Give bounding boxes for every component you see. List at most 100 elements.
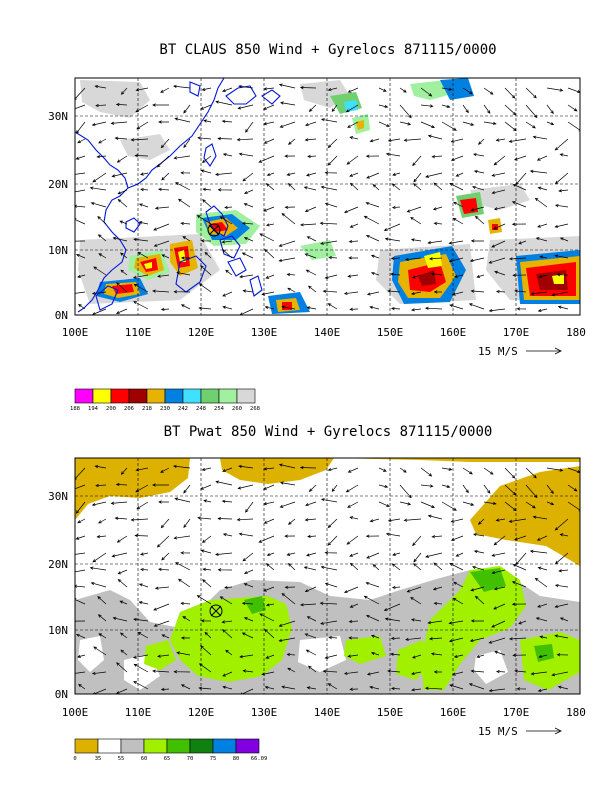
wind-arrow [203,119,212,123]
wind-arrow [399,87,407,93]
wind-arrow [307,665,317,673]
wind-arrow [567,484,578,492]
wind-arrow [412,183,422,191]
colorbar-tick-label: 80 [233,756,240,762]
wind-arrow [219,596,233,605]
wind-arrow [392,552,401,556]
wind-arrow [91,671,107,675]
wind-arrow [200,484,212,490]
wind-arrow [237,104,254,110]
wind-arrow [132,274,149,279]
wind-arrow [152,103,169,107]
wind-arrow [303,566,317,571]
wind-arrow [420,87,433,97]
wind-arrow [384,237,401,242]
map-frame [74,77,581,316]
wind-arrow [525,467,537,479]
wind-arrow [347,87,359,93]
wind-arrow [488,308,506,313]
wind-arrow [535,617,548,622]
wind-arrow [198,686,212,690]
wind-arrow [75,671,86,674]
wind-arrow [369,685,380,690]
wind-arrow [221,240,233,244]
wind-arrow [183,484,191,494]
wind-arrow [347,274,359,278]
wind-arrow [511,581,527,588]
wind-arrow [243,237,254,242]
wind-arrow [378,121,390,127]
wind-arrow [173,670,191,674]
wind-arrow [75,172,86,175]
wind-arrow [366,291,380,296]
wind-arrow [308,104,317,112]
lon-tick-label: 130E [251,706,278,719]
wind-arrow [158,500,169,504]
colorbar-tick-label: 70 [187,756,194,762]
wind-arrow [433,221,443,226]
wind-arrow [387,138,401,143]
wind-arrow [530,291,548,296]
wind-arrow [154,206,170,210]
wind-arrow [491,620,506,628]
panel-title: BT Pwat 850 Wind + Gyrelocs 871115/0000 [164,424,493,440]
colorbar-tick-label: 55 [118,756,125,762]
wind-arrow [133,237,149,242]
wind-arrow [491,189,506,195]
wind-arrow [410,688,422,692]
wind-arrow [452,217,464,225]
wind-arrow [239,654,254,659]
wind-arrow [410,618,422,622]
wind-arrow [320,620,338,625]
colorbar-swatch [74,738,99,754]
wind-arrow [238,532,254,537]
wind-arrow [390,636,401,641]
wind-arrow [537,566,548,571]
wind-arrow [343,671,359,676]
wind-arrow [472,565,485,571]
wind-arrow [198,663,212,673]
wind-arrow [324,202,338,208]
wind-vectors [75,83,580,315]
wind-arrow [462,121,475,126]
wind-arrow [427,240,443,245]
wind-arrow [431,534,443,539]
wind-arrow [427,514,443,520]
lon-tick-label: 150E [377,706,404,719]
wind-arrow [412,535,422,547]
wind-arrow [153,620,170,627]
wind-arrow [306,552,317,557]
wind-arrow [198,283,212,293]
wind-arrow [410,671,422,675]
wind-arrow [534,577,548,588]
wind-arrow [75,484,86,490]
wind-arrow [161,172,170,181]
reference-vector: 15 M/S [478,345,562,358]
wind-arrow [476,274,485,278]
wind-arrow [75,87,86,100]
wind-arrow [514,289,527,293]
wind-arrow [554,254,569,259]
wind-arrow [200,169,212,174]
lon-tick-label: 120E [188,706,215,719]
wind-arrow [558,189,569,193]
wind-arrow [551,291,569,297]
wind-arrow [160,467,170,473]
wind-arrow [349,172,359,177]
colorbar-swatch [92,388,112,404]
wind-arrow [378,467,387,472]
wind-arrow [491,552,506,557]
wind-arrow [263,138,275,144]
wind-arrow [327,155,338,166]
wind-arrow [133,301,149,310]
wind-arrow [392,172,401,176]
wind-arrow [259,613,275,622]
wind-arrow [474,215,485,225]
wind-arrow [117,189,128,195]
wind-arrow [241,252,254,259]
wind-arrow [448,257,464,263]
wind-arrow [420,501,436,508]
wind-arrow [222,153,233,157]
colorbar-swatch [143,738,168,754]
wind-arrow [556,273,569,277]
